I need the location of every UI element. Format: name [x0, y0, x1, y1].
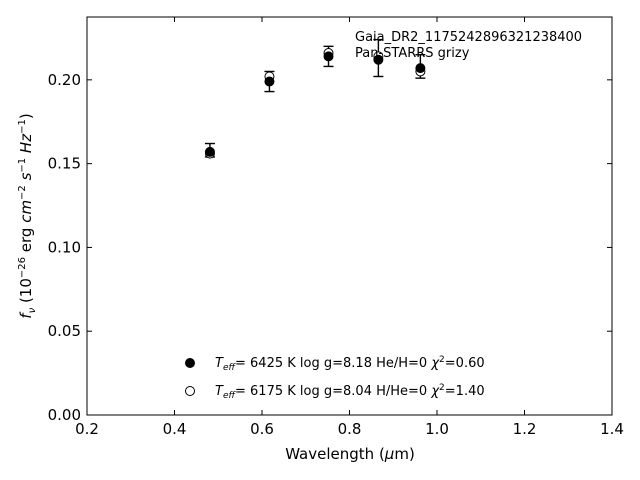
model-point-filled — [373, 54, 384, 65]
model-point-filled — [323, 51, 334, 62]
x-tick-label: 1.0 — [425, 420, 449, 438]
model-point-filled — [204, 146, 215, 157]
legend: Teff= 6425 K log g=8.18 He/H=0 χ2=0.60 T… — [185, 355, 485, 401]
survey-label: Pan-STARRS grizy — [355, 46, 470, 61]
legend-entry-1: Teff= 6425 K log g=8.18 He/H=0 χ2=0.60 — [215, 355, 485, 373]
x-tick-label: 1.4 — [600, 420, 624, 438]
legend-entry-2: Teff= 6175 K log g=8.04 H/He=0 χ2=1.40 — [215, 383, 485, 401]
y-tick-label: 0.10 — [48, 238, 81, 256]
x-tick-label: 0.8 — [338, 420, 362, 438]
model-point-filled — [264, 76, 275, 87]
y-axis-label: fν (10−26 erg cm−2 s−1 Hz−1) — [17, 113, 38, 318]
y-axis: 0.00 0.05 0.10 0.15 0.20 — [48, 71, 612, 424]
legend-marker-filled — [185, 358, 195, 368]
x-axis-label: Wavelength (μm) — [285, 445, 415, 463]
legend-marker-open — [185, 386, 195, 396]
x-axis: 0.2 0.4 0.6 0.8 1.0 1.2 1.4 — [75, 17, 624, 438]
y-tick-label: 0.20 — [48, 71, 81, 89]
x-tick-label: 0.2 — [75, 420, 99, 438]
x-tick-label: 1.2 — [513, 420, 537, 438]
y-tick-label: 0.00 — [48, 406, 81, 424]
object-name: Gaia_DR2_1175242896321238400 — [355, 30, 582, 45]
x-tick-label: 0.4 — [163, 420, 187, 438]
x-tick-label: 0.6 — [250, 420, 274, 438]
y-tick-label: 0.15 — [48, 155, 81, 173]
data-markers — [204, 48, 426, 159]
y-tick-label: 0.05 — [48, 322, 81, 340]
model-point-filled — [415, 63, 426, 74]
